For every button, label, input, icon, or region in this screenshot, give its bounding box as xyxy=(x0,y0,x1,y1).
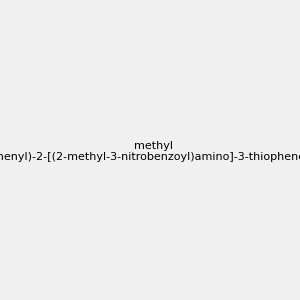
Text: methyl 4-(4-ethylphenyl)-2-[(2-methyl-3-nitrobenzoyl)amino]-3-thiophenecarboxyla: methyl 4-(4-ethylphenyl)-2-[(2-methyl-3-… xyxy=(0,141,300,162)
